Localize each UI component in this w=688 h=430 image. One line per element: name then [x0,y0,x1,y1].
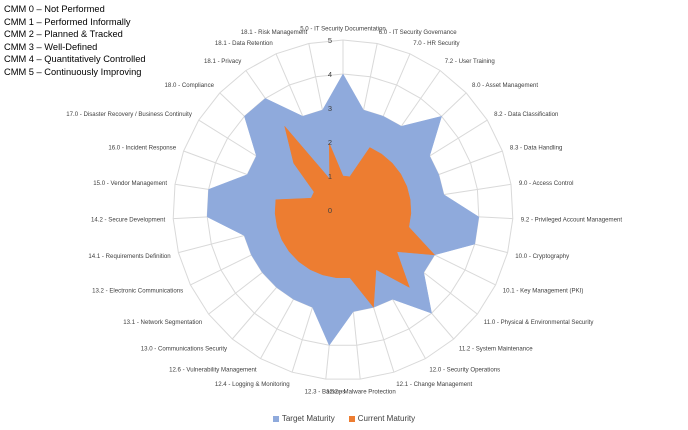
series-area-current-maturity [274,126,436,308]
category-label: 17.0 - Disaster Recovery / Business Cont… [66,111,193,118]
radial-tick-label: 3 [328,104,332,113]
category-label: 16.0 - Incident Response [108,144,176,151]
grid-ring-4 [206,73,480,346]
category-label: 11.0 - Physical & Environmental Security [484,319,595,326]
category-label: 13.0 - Communications Security [141,346,228,353]
category-label: 18.1 - Risk Management [241,29,308,36]
series-legend: Target Maturity Current Maturity [0,414,688,423]
category-label: 7.0 - HR Security [413,40,460,47]
category-label: 12.0 - Security Operations [429,367,500,374]
category-label: 13.1 - Network Segmentation [123,319,202,326]
category-label: 14.2 - Secure Development [91,217,165,224]
cmm-level-1: CMM 1 – Performed Informally [4,16,131,27]
category-label: 8.3 - Data Handling [510,144,563,151]
category-label: 12.3 - Backups [305,389,346,396]
category-label: 12.6 - Vulnerability Management [169,367,257,374]
category-label: 9.2 - Privileged Account Management [521,217,623,224]
cmm-level-4: CMM 4 – Quantitatively Controlled [4,54,146,65]
category-label: 11.2 - System Maintenance [459,346,533,353]
radial-tick-label: 5 [328,36,332,45]
category-label: 18.1 - Data Retention [215,40,273,47]
legend-entry-target: Target Maturity [272,414,335,423]
category-label: 14.1 - Requirements Definition [88,253,170,260]
grid-ring-5 [172,39,514,380]
category-label: 7.2 - User Training [445,58,495,65]
category-label: 8.2 - Data Classification [494,111,558,118]
cmm-level-3: CMM 3 – Well-Defined [4,41,98,52]
category-label: 18.0 - Compliance [165,82,215,89]
radial-tick-label: 0 [328,206,332,215]
radial-tick-label: 2 [328,138,332,147]
category-label: 15.0 - Vendor Management [93,180,167,187]
legend-label-target: Target Maturity [281,414,335,423]
cmm-level-2: CMM 2 – Planned & Tracked [4,29,123,40]
category-label: 12.1 - Change Management [396,381,472,388]
category-label: 10.1 - Key Management (PKI) [503,288,584,295]
legend-swatch-target [272,415,279,422]
category-label: 12.2 - Malware Protection [326,389,395,396]
legend-label-current: Current Maturity [357,414,416,423]
category-label: 9.0 - Access Control [519,180,574,187]
radial-tick-label: 4 [328,70,332,79]
category-label: 10.0 - Cryptography [515,253,570,260]
radial-tick-label: 1 [328,172,332,181]
category-label: 18.1 - Privacy [204,58,242,65]
cmm-level-5: CMM 5 – Continuously Improving [4,66,142,77]
category-label: 5.0 - IT Security Documentation [300,26,386,33]
legend-entry-current: Current Maturity [348,414,416,423]
cmm-level-legend: CMM 0 – Not Performed CMM 1 – Performed … [4,3,146,79]
category-label: 8.0 - Asset Management [472,82,538,89]
category-label: 12.4 - Logging & Monitoring [215,381,290,388]
legend-swatch-current [348,415,355,422]
cmm-level-0: CMM 0 – Not Performed [4,4,105,14]
category-label: 13.2 - Electronic Communications [92,288,183,295]
category-label: 6.0 - IT Security Governance [379,29,457,36]
